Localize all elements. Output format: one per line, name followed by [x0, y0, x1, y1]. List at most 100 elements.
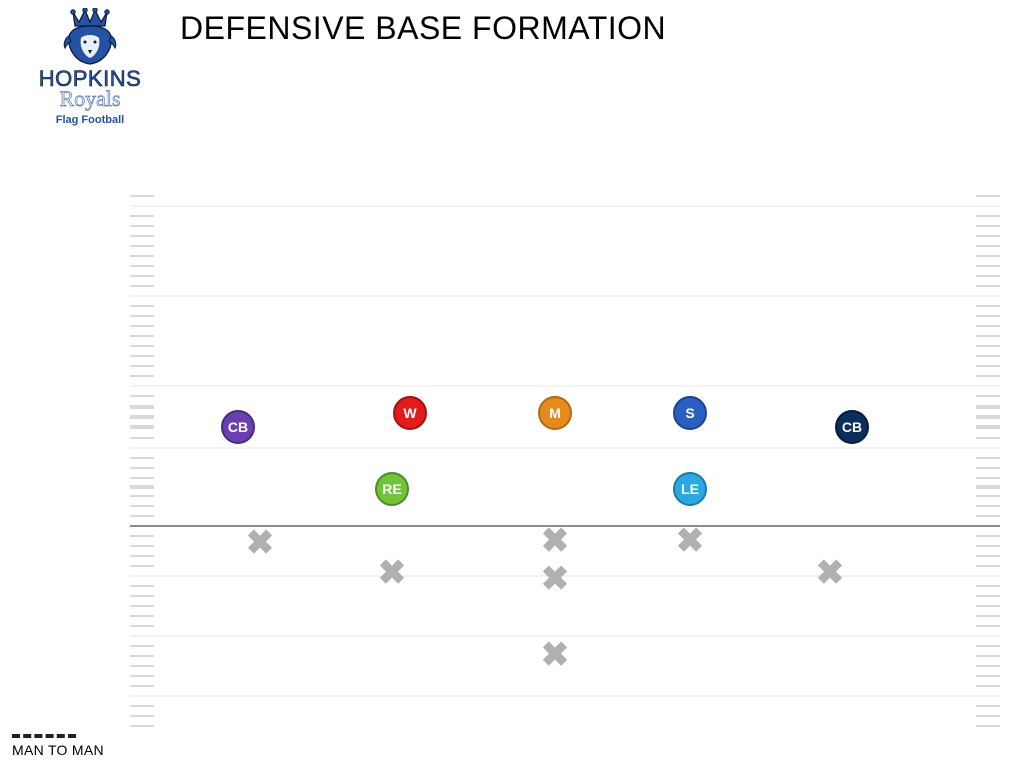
hash-mark [130, 417, 154, 419]
hash-mark [976, 417, 1000, 419]
hash-mark [976, 535, 1000, 537]
hash-mark [976, 395, 1000, 397]
hash-mark [130, 467, 154, 469]
offense-marker: ✖ [816, 556, 845, 590]
hash-mark [976, 495, 1000, 497]
hash-mark [130, 427, 154, 429]
hash-mark [976, 605, 1000, 607]
hash-mark [130, 545, 154, 547]
defender-le: LE [673, 472, 707, 506]
offense-marker: ✖ [541, 562, 570, 596]
offense-marker: ✖ [541, 524, 570, 558]
offense-marker: ✖ [246, 526, 275, 560]
hash-mark [130, 595, 154, 597]
coverage-legend: MAN TO MAN [12, 734, 104, 758]
hash-mark [130, 437, 154, 439]
hash-mark [976, 255, 1000, 257]
hash-mark [976, 345, 1000, 347]
hash-mark [130, 535, 154, 537]
hash-mark [130, 477, 154, 479]
yard-line [130, 385, 1000, 387]
hash-mark [976, 375, 1000, 377]
hash-mark [976, 585, 1000, 587]
hash-mark [976, 505, 1000, 507]
yard-line [130, 695, 1000, 697]
defender-re: RE [375, 472, 409, 506]
hash-mark [130, 235, 154, 237]
hash-mark [976, 645, 1000, 647]
hash-mark [130, 485, 154, 487]
hash-mark [130, 345, 154, 347]
hash-mark [130, 285, 154, 287]
hash-mark [976, 265, 1000, 267]
defender-w: W [393, 396, 427, 430]
hash-mark [976, 615, 1000, 617]
offense-marker: ✖ [378, 556, 407, 590]
hash-mark [130, 565, 154, 567]
hash-mark [130, 315, 154, 317]
hash-mark [976, 477, 1000, 479]
hash-mark [976, 545, 1000, 547]
hash-mark [130, 625, 154, 627]
hash-mark [976, 325, 1000, 327]
hash-mark [130, 255, 154, 257]
hash-mark [130, 365, 154, 367]
offense-marker: ✖ [541, 638, 570, 672]
hash-marks-right [976, 195, 1000, 725]
hash-mark [976, 245, 1000, 247]
hash-mark [976, 565, 1000, 567]
logo-text-script: Royals [30, 88, 150, 110]
offense-marker: ✖ [676, 524, 705, 558]
hash-mark [130, 715, 154, 717]
hash-mark [130, 605, 154, 607]
hash-mark [976, 215, 1000, 217]
hash-mark [130, 705, 154, 707]
defender-cb: CB [221, 410, 255, 444]
hash-mark [130, 675, 154, 677]
yard-line [130, 447, 1000, 449]
hash-mark [130, 195, 154, 197]
hash-mark [976, 467, 1000, 469]
hash-mark [976, 685, 1000, 687]
hash-mark [130, 215, 154, 217]
hash-mark [130, 305, 154, 307]
hash-mark [976, 355, 1000, 357]
defender-s: S [673, 396, 707, 430]
hash-mark [976, 665, 1000, 667]
hash-mark [976, 487, 1000, 489]
hash-mark [130, 725, 154, 727]
hash-mark [976, 407, 1000, 409]
hash-mark [976, 485, 1000, 487]
hash-mark [130, 585, 154, 587]
hash-mark [130, 655, 154, 657]
page-title: DEFENSIVE BASE FORMATION [180, 10, 666, 47]
hash-mark [976, 715, 1000, 717]
legend-dashline-icon [12, 734, 76, 738]
hash-mark [130, 495, 154, 497]
hash-mark [976, 437, 1000, 439]
hash-mark [130, 225, 154, 227]
hash-mark [976, 655, 1000, 657]
hash-mark [130, 335, 154, 337]
logo-text-sub: Flag Football [30, 114, 150, 126]
hash-mark [976, 315, 1000, 317]
hash-mark [130, 407, 154, 409]
hash-mark [976, 555, 1000, 557]
hash-mark [130, 555, 154, 557]
hash-mark [976, 335, 1000, 337]
hash-mark [976, 365, 1000, 367]
hash-mark [976, 595, 1000, 597]
hash-mark [976, 675, 1000, 677]
hash-mark [976, 285, 1000, 287]
hash-marks-left [130, 195, 154, 725]
hash-mark [130, 265, 154, 267]
yard-line [130, 295, 1000, 297]
hash-mark [130, 395, 154, 397]
hash-mark [130, 325, 154, 327]
hash-mark [130, 505, 154, 507]
hash-mark [130, 645, 154, 647]
hash-mark [130, 615, 154, 617]
hash-mark [976, 225, 1000, 227]
hash-mark [130, 487, 154, 489]
hash-mark [976, 515, 1000, 517]
